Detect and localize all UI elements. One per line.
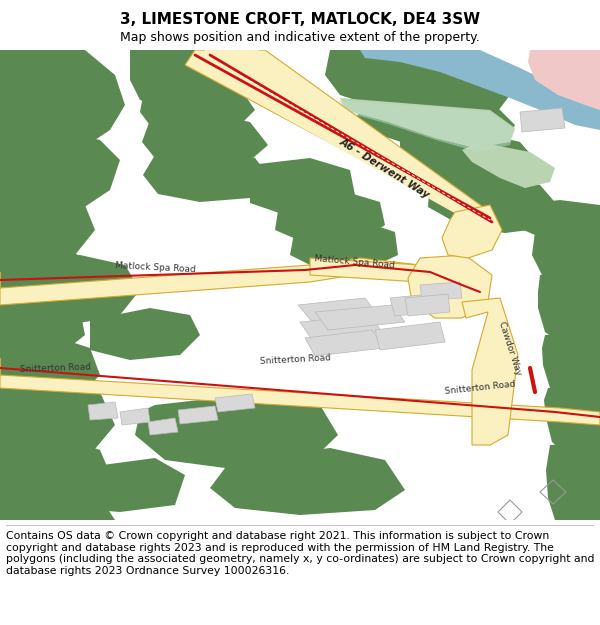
Polygon shape	[462, 298, 518, 445]
Polygon shape	[310, 258, 480, 298]
Polygon shape	[135, 392, 338, 470]
Polygon shape	[300, 315, 382, 340]
Polygon shape	[178, 406, 218, 424]
Polygon shape	[408, 255, 492, 318]
Text: Matlock Spa Road: Matlock Spa Road	[115, 261, 196, 274]
Polygon shape	[546, 442, 600, 520]
Polygon shape	[298, 298, 380, 325]
Polygon shape	[355, 92, 515, 155]
Polygon shape	[325, 50, 510, 125]
Polygon shape	[0, 492, 115, 520]
Polygon shape	[142, 112, 268, 170]
Polygon shape	[0, 258, 440, 305]
Polygon shape	[520, 108, 565, 132]
Text: Snitterton Road: Snitterton Road	[19, 362, 91, 374]
Polygon shape	[315, 305, 405, 330]
Polygon shape	[490, 200, 600, 250]
Polygon shape	[140, 78, 255, 138]
Polygon shape	[462, 142, 555, 188]
Text: 3, LIMESTONE CROFT, MATLOCK, DE4 3SW: 3, LIMESTONE CROFT, MATLOCK, DE4 3SW	[120, 12, 480, 28]
Polygon shape	[0, 245, 95, 310]
Text: Matlock Spa Road: Matlock Spa Road	[314, 254, 395, 270]
Polygon shape	[375, 322, 445, 350]
Polygon shape	[195, 50, 487, 225]
Polygon shape	[275, 190, 385, 245]
Polygon shape	[90, 308, 200, 360]
Polygon shape	[305, 330, 384, 356]
Polygon shape	[210, 448, 405, 515]
Polygon shape	[0, 50, 125, 180]
Polygon shape	[185, 50, 490, 222]
Polygon shape	[0, 435, 115, 512]
Polygon shape	[532, 225, 600, 290]
Polygon shape	[340, 98, 515, 148]
Polygon shape	[88, 402, 118, 420]
Polygon shape	[544, 385, 600, 465]
Polygon shape	[338, 100, 515, 152]
Polygon shape	[0, 378, 115, 465]
Polygon shape	[0, 358, 600, 425]
Polygon shape	[542, 332, 600, 410]
Text: Map shows position and indicative extent of the property.: Map shows position and indicative extent…	[120, 31, 480, 44]
Polygon shape	[0, 55, 115, 175]
Polygon shape	[428, 172, 560, 233]
Polygon shape	[143, 148, 272, 202]
Text: Contains OS data © Crown copyright and database right 2021. This information is : Contains OS data © Crown copyright and d…	[6, 531, 595, 576]
Polygon shape	[148, 418, 178, 435]
Text: Cawdor Way: Cawdor Way	[497, 320, 523, 376]
Polygon shape	[390, 294, 435, 316]
Polygon shape	[5, 255, 140, 325]
Polygon shape	[0, 295, 85, 360]
Polygon shape	[360, 50, 600, 130]
Polygon shape	[0, 130, 120, 220]
Polygon shape	[0, 335, 100, 410]
Polygon shape	[400, 130, 540, 192]
Polygon shape	[130, 50, 250, 110]
Text: A6 - Derwent Way: A6 - Derwent Way	[338, 136, 432, 200]
Polygon shape	[442, 205, 502, 258]
Polygon shape	[48, 458, 185, 512]
Text: Snitterton Road: Snitterton Road	[444, 380, 516, 396]
Polygon shape	[420, 282, 462, 300]
Polygon shape	[250, 158, 355, 215]
Polygon shape	[0, 190, 95, 265]
Polygon shape	[538, 270, 600, 350]
Polygon shape	[120, 408, 150, 425]
Polygon shape	[290, 220, 398, 270]
Polygon shape	[405, 294, 450, 316]
Polygon shape	[528, 50, 600, 110]
Text: Snitterton Road: Snitterton Road	[259, 354, 331, 366]
Polygon shape	[215, 394, 255, 412]
